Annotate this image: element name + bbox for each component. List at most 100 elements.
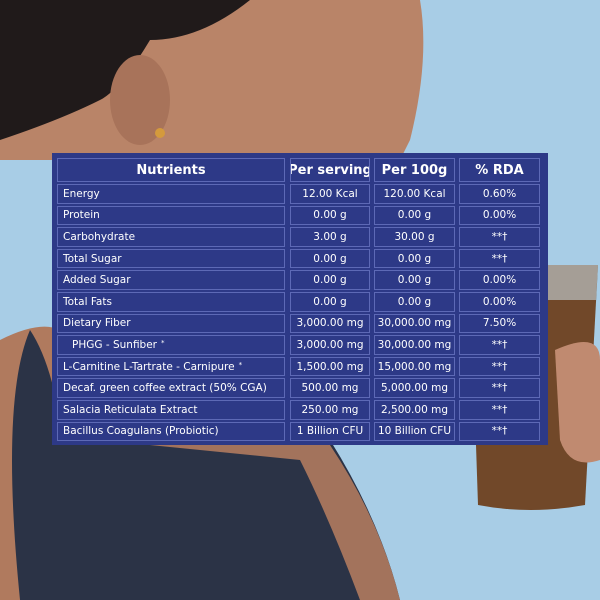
table-cell-text: 0.00 g: [313, 209, 347, 222]
table-cell-text: 120.00 Kcal: [383, 187, 446, 200]
table-cell: PHGG - Sunfiber *: [57, 335, 285, 355]
table-cell: 0.00 g: [290, 248, 370, 269]
footnote-mark: *: [238, 360, 243, 369]
table-cell: 0.00 g: [290, 292, 370, 312]
table-cell-text: Added Sugar: [63, 274, 131, 287]
table-cell-text: Total Fats: [63, 295, 112, 308]
table-cell: Protein: [57, 205, 285, 226]
table-cell: 1,500.00 mg: [290, 356, 370, 377]
table-cell-text: 0.00 g: [313, 274, 347, 287]
table-cell: 12.00 Kcal: [290, 184, 370, 204]
table-cell: 0.00 g: [374, 292, 455, 312]
table-cell-text: 3,000.00 mg: [296, 317, 364, 330]
table-cell-text: **†: [491, 403, 508, 416]
header-cell-text: % RDA: [475, 162, 524, 178]
table-cell: Carbohydrate: [57, 227, 285, 247]
table-cell: 0.00%: [459, 292, 540, 312]
table-cell: **†: [459, 227, 540, 247]
table-cell-text: 0.00 g: [397, 209, 432, 222]
table-cell: 120.00 Kcal: [374, 184, 455, 204]
table-cell-text: 0.00%: [482, 295, 517, 308]
table-cell: Salacia Reticulata Extract: [57, 400, 285, 420]
table-cell-text: 0.00 g: [397, 252, 432, 265]
table-cell: Energy: [57, 184, 285, 204]
table-cell-text: **†: [491, 230, 508, 243]
header-cell-text: Nutrients: [136, 162, 206, 178]
table-cell-text: 0.00%: [482, 274, 517, 287]
table-cell-text: L-Carnitine L-Tartrate - Carnipure: [63, 360, 235, 373]
table-cell-text: 0.00 g: [397, 274, 432, 287]
table-cell: Decaf. green coffee extract (50% CGA): [57, 378, 285, 398]
table-cell: 0.00 g: [374, 248, 455, 269]
table-cell-text: 5,000.00 mg: [381, 382, 448, 395]
nutrition-table: Nutrients Per serving Per 100g % RDA Energy 1…: [52, 153, 548, 445]
table-cell-text: Dietary Fiber: [63, 317, 131, 330]
table-cell: Bacillus Coagulans (Probiotic): [57, 421, 285, 442]
header-cell-text: Per 100g: [381, 162, 448, 178]
table-cell-text: 12.00 Kcal: [302, 187, 358, 200]
table-cell-text: 10 Billion CFU: [377, 425, 452, 438]
table-cell: Total Fats: [57, 292, 285, 312]
table-cell-text: Salacia Reticulata Extract: [63, 403, 198, 416]
table-cell-text: 0.00%: [482, 209, 517, 222]
header-cell: Nutrients: [57, 158, 285, 182]
table-cell-text: Bacillus Coagulans (Probiotic): [63, 425, 219, 438]
table-cell: 0.00 g: [290, 270, 370, 290]
table-cell-text: Protein: [63, 209, 100, 222]
header-cell: Per 100g: [374, 158, 455, 182]
table-cell-text: **†: [491, 425, 508, 438]
table-cell: Added Sugar: [57, 270, 285, 290]
table-cell-text: Energy: [63, 187, 100, 200]
table-cell-text: 0.60%: [482, 187, 517, 200]
table-cell: 0.00 g: [290, 205, 370, 226]
table-cell-text: 3.00 g: [313, 230, 347, 243]
table-cell-text: 2,500.00 mg: [381, 403, 448, 416]
table-cell: 5,000.00 mg: [374, 378, 455, 398]
table-cell: 7.50%: [459, 313, 540, 334]
table-cell: Total Sugar: [57, 248, 285, 269]
table-cell: 0.00%: [459, 205, 540, 226]
table-cell-text: 30,000.00 mg: [377, 317, 452, 330]
table-cell-text: Decaf. green coffee extract (50% CGA): [63, 382, 267, 395]
table-cell: 0.00%: [459, 270, 540, 290]
table-cell: 10 Billion CFU: [374, 421, 455, 442]
header-cell: % RDA: [459, 158, 540, 182]
table-cell: **†: [459, 248, 540, 269]
table-cell: 30,000.00 mg: [374, 313, 455, 334]
table-cell: 0.00 g: [374, 205, 455, 226]
table-cell-text: 0.00 g: [313, 252, 347, 265]
table-cell-text: **†: [491, 382, 508, 395]
table-cell: **†: [459, 335, 540, 355]
table-cell-text: Total Sugar: [63, 252, 122, 265]
table-cell: 0.00 g: [374, 270, 455, 290]
table-cell-text: Carbohydrate: [63, 230, 136, 243]
table-cell-text: 1,500.00 mg: [296, 360, 364, 373]
table-cell-text: 30.00 g: [394, 230, 435, 243]
table-cell-text: 3,000.00 mg: [296, 338, 364, 351]
table-cell: 1 Billion CFU: [290, 421, 370, 442]
table-cell: 3,000.00 mg: [290, 313, 370, 334]
table-cell-text: 1 Billion CFU: [296, 425, 364, 438]
table-cell: L-Carnitine L-Tartrate - Carnipure *: [57, 356, 285, 377]
table-cell-text: **†: [491, 360, 508, 373]
table-cell-text: 30,000.00 mg: [377, 338, 452, 351]
table-cell: 3.00 g: [290, 227, 370, 247]
header-cell: Per serving: [290, 158, 370, 182]
table-cell-text: 15,000.00 mg: [377, 360, 452, 373]
table-cell: 3,000.00 mg: [290, 335, 370, 355]
table-cell-text: PHGG - Sunfiber: [72, 338, 157, 351]
table-cell: 500.00 mg: [290, 378, 370, 398]
table-cell-text: 0.00 g: [397, 295, 432, 308]
header-cell-text: Per serving: [290, 162, 370, 178]
table-cell: **†: [459, 378, 540, 398]
table-cell: **†: [459, 400, 540, 420]
table-cell-text: 7.50%: [482, 317, 517, 330]
table-cell: 250.00 mg: [290, 400, 370, 420]
table-cell: 0.60%: [459, 184, 540, 204]
table-cell-text: **†: [491, 252, 508, 265]
table-cell-text: 0.00 g: [313, 295, 347, 308]
table-cell: 30.00 g: [374, 227, 455, 247]
footnote-mark: *: [161, 339, 165, 348]
table-cell: 30,000.00 mg: [374, 335, 455, 355]
table-cell-text: 250.00 mg: [301, 403, 359, 416]
